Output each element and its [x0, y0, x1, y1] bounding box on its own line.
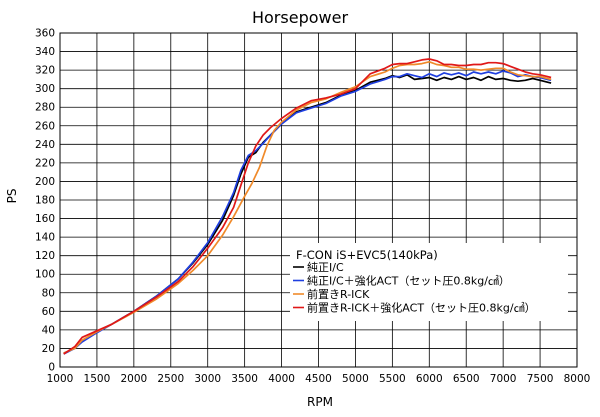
y-tick-label: 220	[35, 157, 55, 169]
x-tick-label: 6500	[453, 373, 480, 385]
x-tick-label: 4500	[305, 373, 332, 385]
y-tick-label: 300	[35, 83, 55, 95]
y-tick-label: 140	[35, 232, 55, 244]
x-tick-label: 7000	[490, 373, 517, 385]
y-tick-label: 40	[42, 324, 55, 336]
legend-entry: 純正I/C	[307, 261, 344, 274]
legend-entry: 純正I/C＋強化ACT（セット圧0.8kg/㎠）	[307, 274, 510, 288]
y-tick-label: 200	[35, 176, 55, 188]
legend-entry: 前置きR-ICK＋強化ACT（セット圧0.8kg/㎠）	[307, 301, 536, 315]
x-tick-label: 5500	[379, 373, 406, 385]
y-tick-label: 80	[42, 287, 55, 299]
chart-title: Horsepower	[252, 8, 348, 27]
y-tick-label: 240	[35, 139, 55, 151]
legend-title: F-CON iS+EVC5(140kPa)	[296, 248, 438, 262]
x-tick-label: 1000	[47, 373, 74, 385]
y-tick-label: 360	[35, 28, 55, 40]
y-axis-label: PS	[5, 189, 19, 204]
y-tick-label: 0	[48, 362, 55, 374]
y-tick-label: 280	[35, 102, 55, 114]
series-line-4	[63, 58, 552, 355]
y-tick-label: 260	[35, 120, 55, 132]
x-tick-label: 3000	[194, 373, 221, 385]
y-tick-label: 340	[35, 46, 55, 58]
x-tick-label: 8000	[564, 373, 591, 385]
legend-box	[290, 243, 568, 321]
x-tick-label: 2500	[157, 373, 184, 385]
y-tick-label: 100	[35, 269, 55, 281]
legend-entry: 前置きR-ICK	[307, 287, 370, 301]
y-tick-label: 160	[35, 213, 55, 225]
series-line-3	[63, 60, 552, 354]
y-tick-label: 320	[35, 65, 55, 77]
x-tick-label: 6000	[416, 373, 443, 385]
y-tick-label: 60	[42, 306, 55, 318]
y-tick-label: 180	[35, 195, 55, 207]
x-tick-label: 7500	[527, 373, 554, 385]
y-tick-label: 120	[35, 250, 55, 262]
x-tick-label: 2000	[120, 373, 147, 385]
y-tick-label: 20	[42, 343, 55, 355]
x-tick-label: 5000	[342, 373, 369, 385]
x-tick-label: 1500	[84, 373, 111, 385]
x-tick-label: 3500	[231, 373, 258, 385]
x-axis-label: RPM	[307, 395, 333, 409]
axis-ticks: 1000 1500 2000 2500 3000 3500 4000 4500 5000 5500…	[35, 28, 590, 386]
legend: F-CON iS+EVC5(140kPa) 純正I/C純正I/C＋強化ACT（セ…	[290, 243, 568, 321]
series-lines	[63, 58, 552, 355]
series-line-2	[63, 70, 552, 355]
x-tick-label: 4000	[268, 373, 295, 385]
